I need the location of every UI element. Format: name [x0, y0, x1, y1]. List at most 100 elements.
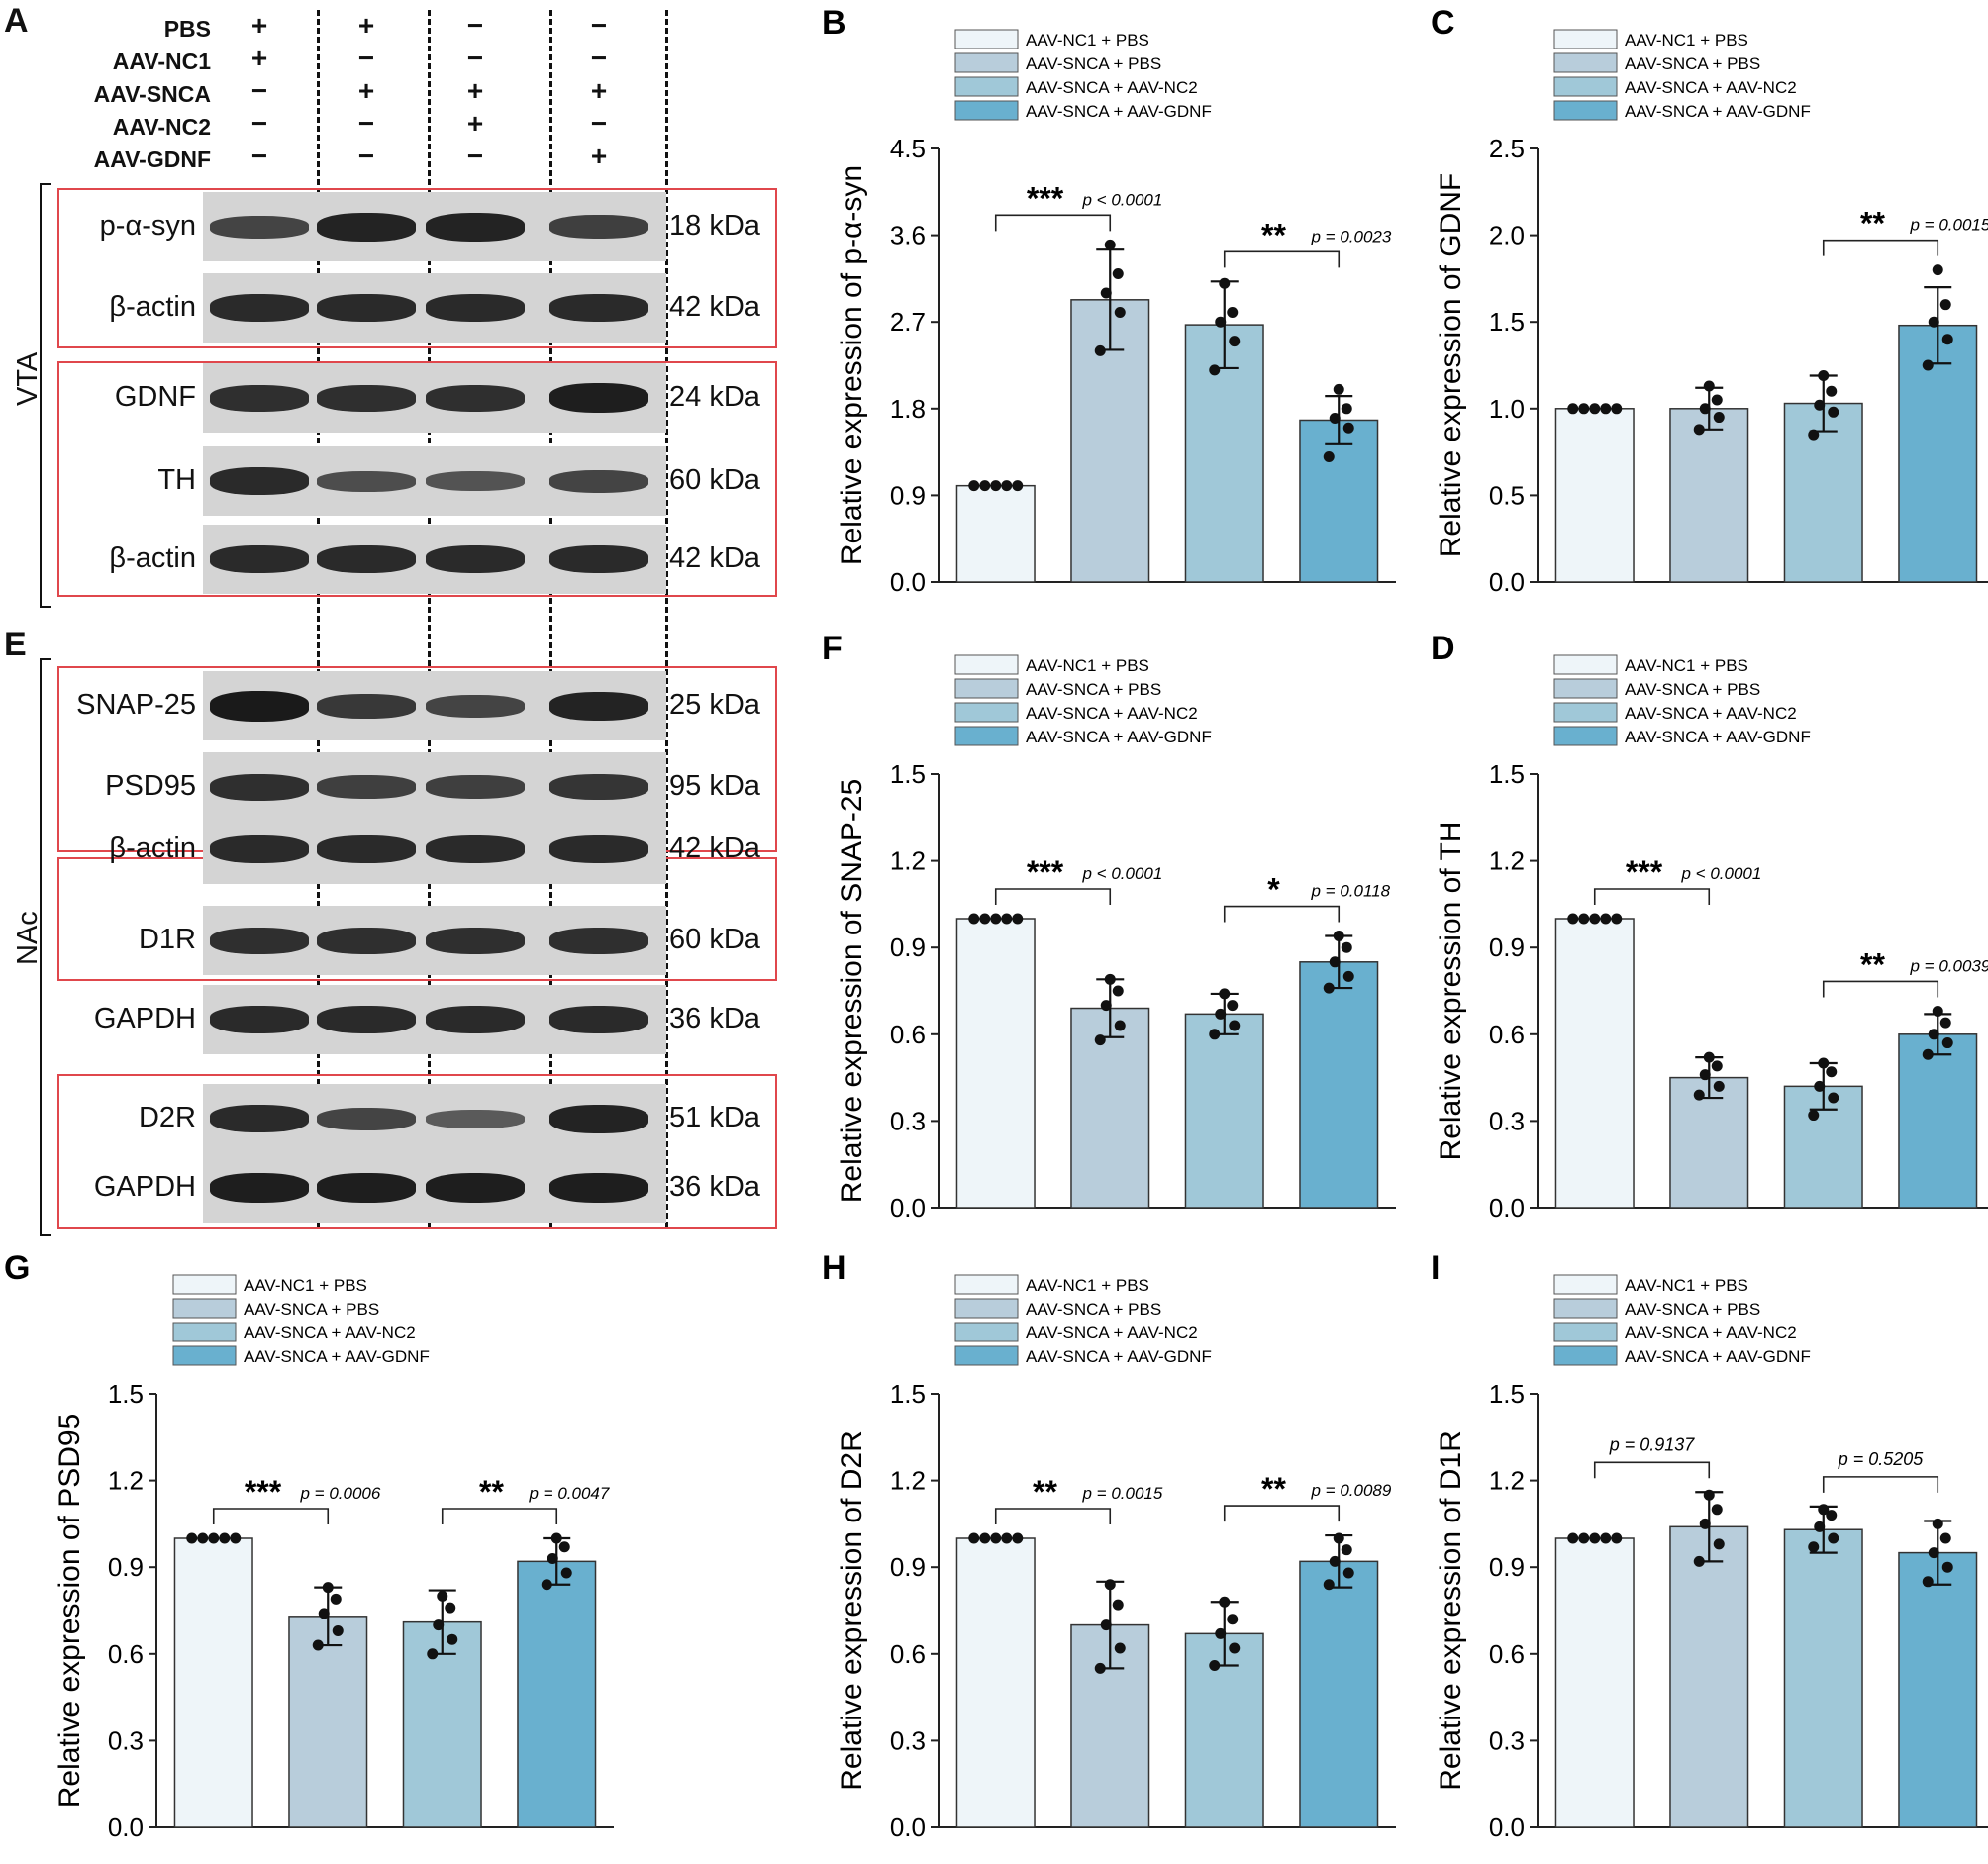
- legend-label: AAV-SNCA + AAV-GDNF: [1625, 102, 1811, 121]
- blot-band: [549, 545, 648, 573]
- data-point: [547, 1553, 558, 1564]
- legend-label: AAV-SNCA + PBS: [1026, 680, 1161, 699]
- treatment-sign: −: [460, 43, 490, 74]
- legend-label: AAV-SNCA + PBS: [1026, 1300, 1161, 1319]
- data-point: [1578, 403, 1589, 414]
- p-value-label: p = 0.0015: [1082, 1484, 1163, 1503]
- treatment-sign: +: [245, 43, 274, 74]
- data-point: [1929, 1547, 1939, 1558]
- blot-band: [210, 1105, 309, 1132]
- data-point: [1923, 1576, 1934, 1587]
- data-point: [186, 1533, 197, 1544]
- y-tick-label: 0.3: [1489, 1725, 1525, 1755]
- protein-label: β-actin: [48, 833, 196, 865]
- legend-swatch: [955, 1299, 1018, 1318]
- legend-label: AAV-SNCA + AAV-NC2: [1026, 1324, 1198, 1342]
- bar: [1555, 919, 1634, 1208]
- data-point: [1567, 914, 1578, 925]
- legend-swatch: [1554, 53, 1617, 72]
- blot-band: [317, 1173, 416, 1203]
- data-point: [1113, 1600, 1124, 1611]
- data-point: [323, 1582, 334, 1593]
- data-point: [968, 480, 979, 491]
- legend-label: AAV-SNCA + PBS: [244, 1300, 379, 1319]
- bar: [1555, 409, 1634, 582]
- data-point: [1589, 403, 1600, 414]
- bar: [1784, 1529, 1862, 1827]
- blot-band: [426, 835, 525, 863]
- legend-swatch: [173, 1275, 236, 1294]
- y-tick-label: 1.5: [1489, 759, 1525, 789]
- blot-band: [549, 692, 648, 721]
- significance-bracket: [1225, 907, 1340, 923]
- data-point: [1330, 956, 1341, 967]
- legend-label: AAV-NC1 + PBS: [1026, 31, 1149, 49]
- p-value-label: p < 0.0001: [1681, 864, 1762, 883]
- data-point: [1694, 1556, 1705, 1567]
- y-tick-label: 0.9: [108, 1552, 144, 1582]
- data-point: [1219, 278, 1230, 289]
- data-point: [1227, 1000, 1238, 1011]
- legend-swatch: [955, 655, 1018, 674]
- data-point: [427, 1648, 438, 1659]
- kda-label: 36 kDa: [669, 1171, 760, 1204]
- data-point: [1712, 395, 1723, 406]
- blot-band: [426, 385, 525, 412]
- data-point: [1589, 1533, 1600, 1544]
- data-point: [447, 1634, 457, 1645]
- legend-label: AAV-SNCA + AAV-NC2: [1026, 78, 1198, 97]
- significance-bracket: [1824, 241, 1938, 256]
- kda-label: 36 kDa: [669, 1003, 760, 1035]
- legend-label: AAV-SNCA + AAV-GDNF: [1026, 1347, 1212, 1366]
- kda-label: 25 kDa: [669, 689, 760, 722]
- data-point: [1700, 1069, 1711, 1080]
- data-point: [1227, 1614, 1238, 1624]
- data-point: [1611, 1533, 1622, 1544]
- significance-stars: ***: [1027, 180, 1064, 216]
- legend-label: AAV-SNCA + AAV-GDNF: [1625, 1347, 1811, 1366]
- data-point: [1334, 1533, 1344, 1544]
- legend-label: AAV-NC1 + PBS: [1625, 31, 1748, 49]
- data-point: [1826, 1066, 1837, 1077]
- blot-band: [317, 1006, 416, 1033]
- treatment-sign: −: [351, 43, 381, 74]
- y-axis-label: Relative expression of SNAP-25: [836, 779, 868, 1204]
- legend-label: AAV-SNCA + AAV-NC2: [1625, 1324, 1797, 1342]
- treatment-sign: −: [245, 141, 274, 172]
- treatment-sign: −: [351, 108, 381, 140]
- data-point: [1814, 1521, 1825, 1532]
- legend-swatch: [1554, 1346, 1617, 1365]
- data-point: [1808, 1541, 1819, 1552]
- blot-band: [210, 835, 309, 863]
- blot-band: [549, 835, 648, 863]
- p-value-label: p = 0.5205: [1838, 1449, 1925, 1469]
- data-point: [1923, 1049, 1934, 1060]
- significance-stars: **: [1261, 1471, 1286, 1507]
- blot-band: [317, 471, 416, 492]
- data-point: [1712, 1060, 1723, 1071]
- y-tick-label: 0.9: [890, 1552, 926, 1582]
- legend-label: AAV-SNCA + PBS: [1625, 680, 1760, 699]
- y-tick-label: 0.3: [108, 1725, 144, 1755]
- nac-label: NAc: [12, 911, 45, 965]
- p-value-label: p = 0.0023: [1311, 227, 1392, 245]
- legend-swatch: [1554, 77, 1617, 96]
- y-tick-label: 1.2: [1489, 1466, 1525, 1496]
- data-point: [1818, 1504, 1829, 1515]
- y-tick-label: 0.3: [1489, 1106, 1525, 1135]
- data-point: [1095, 1663, 1106, 1674]
- protein-label: β-actin: [48, 542, 196, 575]
- data-point: [1343, 1568, 1354, 1579]
- y-tick-label: 0.6: [1489, 1639, 1525, 1669]
- kda-label: 18 kDa: [669, 210, 760, 243]
- data-point: [1342, 403, 1352, 414]
- data-point: [1105, 974, 1116, 985]
- legend-label: AAV-NC1 + PBS: [1026, 1276, 1149, 1295]
- y-tick-label: 0.5: [1489, 480, 1525, 510]
- data-point: [1105, 240, 1116, 250]
- blot-band: [549, 1006, 648, 1033]
- significance-stars: **: [1261, 217, 1286, 252]
- data-point: [1578, 914, 1589, 925]
- legend-swatch: [955, 703, 1018, 722]
